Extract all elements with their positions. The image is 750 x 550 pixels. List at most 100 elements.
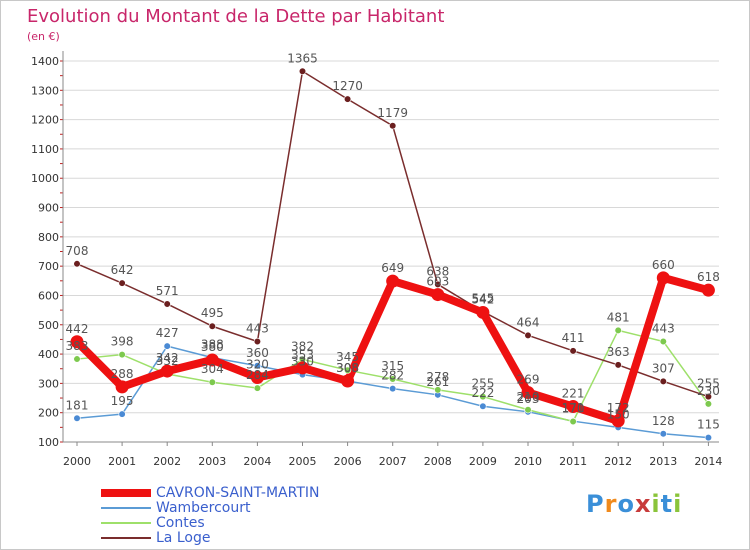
data-label: 618 [697, 270, 720, 284]
data-label: 332 [156, 354, 179, 368]
data-point [434, 280, 442, 288]
data-point [434, 386, 442, 394]
data-label: 443 [246, 321, 269, 335]
data-point [341, 374, 355, 388]
data-point [524, 406, 532, 414]
data-point [569, 347, 577, 355]
x-tick-label: 2005 [289, 455, 317, 468]
data-label: 642 [111, 263, 134, 277]
data-point [73, 260, 81, 268]
data-label: 545 [471, 292, 494, 306]
data-label: 282 [381, 369, 404, 383]
data-label: 320 [246, 358, 269, 372]
data-label: 380 [201, 340, 224, 354]
data-point [611, 414, 625, 428]
data-point [659, 430, 667, 438]
data-label: 383 [66, 339, 89, 353]
data-point [298, 67, 307, 75]
data-label: 128 [652, 414, 675, 428]
brand-logo: Proxiti [586, 490, 682, 518]
y-tick-label: 500 [38, 319, 59, 332]
data-label: 388 [201, 338, 224, 352]
data-label: 255 [471, 377, 494, 391]
x-tick-label: 2012 [604, 455, 632, 468]
data-point [614, 326, 622, 334]
x-tick-label: 2003 [198, 455, 226, 468]
y-tick-label: 1300 [31, 84, 59, 97]
data-point [208, 322, 216, 330]
data-label: 330 [291, 355, 314, 369]
data-label: 464 [517, 315, 540, 329]
data-label: 638 [426, 264, 449, 278]
data-label: 542 [471, 292, 494, 306]
brand-letter: x [634, 490, 652, 518]
data-point [160, 364, 174, 378]
data-point [118, 410, 126, 418]
legend-label: CAVRON-SAINT-MARTIN [156, 485, 320, 501]
data-point [163, 300, 171, 308]
data-point [73, 414, 81, 422]
legend-label: Wambercourt [156, 500, 251, 516]
data-point [344, 95, 352, 103]
y-tick-label: 1100 [31, 143, 59, 156]
x-tick-label: 2009 [469, 455, 497, 468]
data-label: 261 [426, 375, 449, 389]
data-point [115, 380, 129, 394]
data-label: 308 [336, 361, 359, 375]
data-point [659, 337, 667, 346]
data-point [70, 335, 84, 349]
data-label: 269 [517, 372, 540, 386]
data-point [389, 385, 397, 393]
x-tick-label: 2000 [63, 455, 91, 468]
data-label: 115 [697, 418, 720, 432]
data-label: 172 [607, 401, 630, 415]
data-point [253, 362, 261, 370]
data-point [205, 353, 219, 367]
legend-label: Contes [156, 515, 205, 531]
brand-letter: r [604, 490, 618, 518]
data-label: 195 [111, 394, 134, 408]
data-point [163, 342, 171, 350]
data-point [118, 351, 126, 359]
data-point [614, 361, 622, 369]
data-point [704, 392, 713, 401]
data-label: 363 [607, 345, 630, 359]
legend-swatch [101, 522, 151, 524]
data-label: 571 [156, 284, 179, 298]
data-point [389, 375, 397, 383]
data-label: 1179 [377, 106, 408, 120]
chart-title: Evolution du Montant de la Dette par Hab… [27, 6, 445, 27]
data-label: 255 [697, 377, 720, 391]
x-tick-label: 2001 [108, 455, 136, 468]
legend-label: La Loge [156, 530, 211, 546]
data-label: 181 [66, 398, 89, 412]
data-label: 210 [517, 390, 540, 404]
data-point [250, 371, 264, 385]
data-point [476, 305, 490, 319]
data-point [701, 283, 715, 297]
legend-swatch [101, 489, 151, 497]
data-label: 288 [111, 367, 134, 381]
x-tick-label: 2004 [243, 455, 271, 468]
y-tick-label: 700 [38, 260, 59, 273]
brand-letter: o [617, 490, 635, 518]
data-point [118, 279, 126, 287]
y-tick-label: 1400 [31, 55, 59, 68]
y-tick-label: 1000 [31, 172, 59, 185]
data-label: 481 [607, 310, 630, 324]
data-point [253, 384, 261, 392]
x-tick-label: 2011 [559, 455, 587, 468]
y-tick-label: 1200 [31, 114, 59, 127]
chart-subtitle: (en €) [27, 30, 60, 43]
data-point [479, 392, 487, 401]
x-tick-label: 2002 [153, 455, 181, 468]
data-label: 660 [652, 258, 675, 272]
data-point [344, 366, 352, 374]
data-label: 1270 [332, 79, 363, 93]
data-label: 708 [66, 244, 89, 258]
data-point [524, 331, 532, 339]
data-label: 221 [562, 387, 585, 401]
data-label: 308 [336, 361, 359, 375]
x-tick-label: 2014 [694, 455, 722, 468]
